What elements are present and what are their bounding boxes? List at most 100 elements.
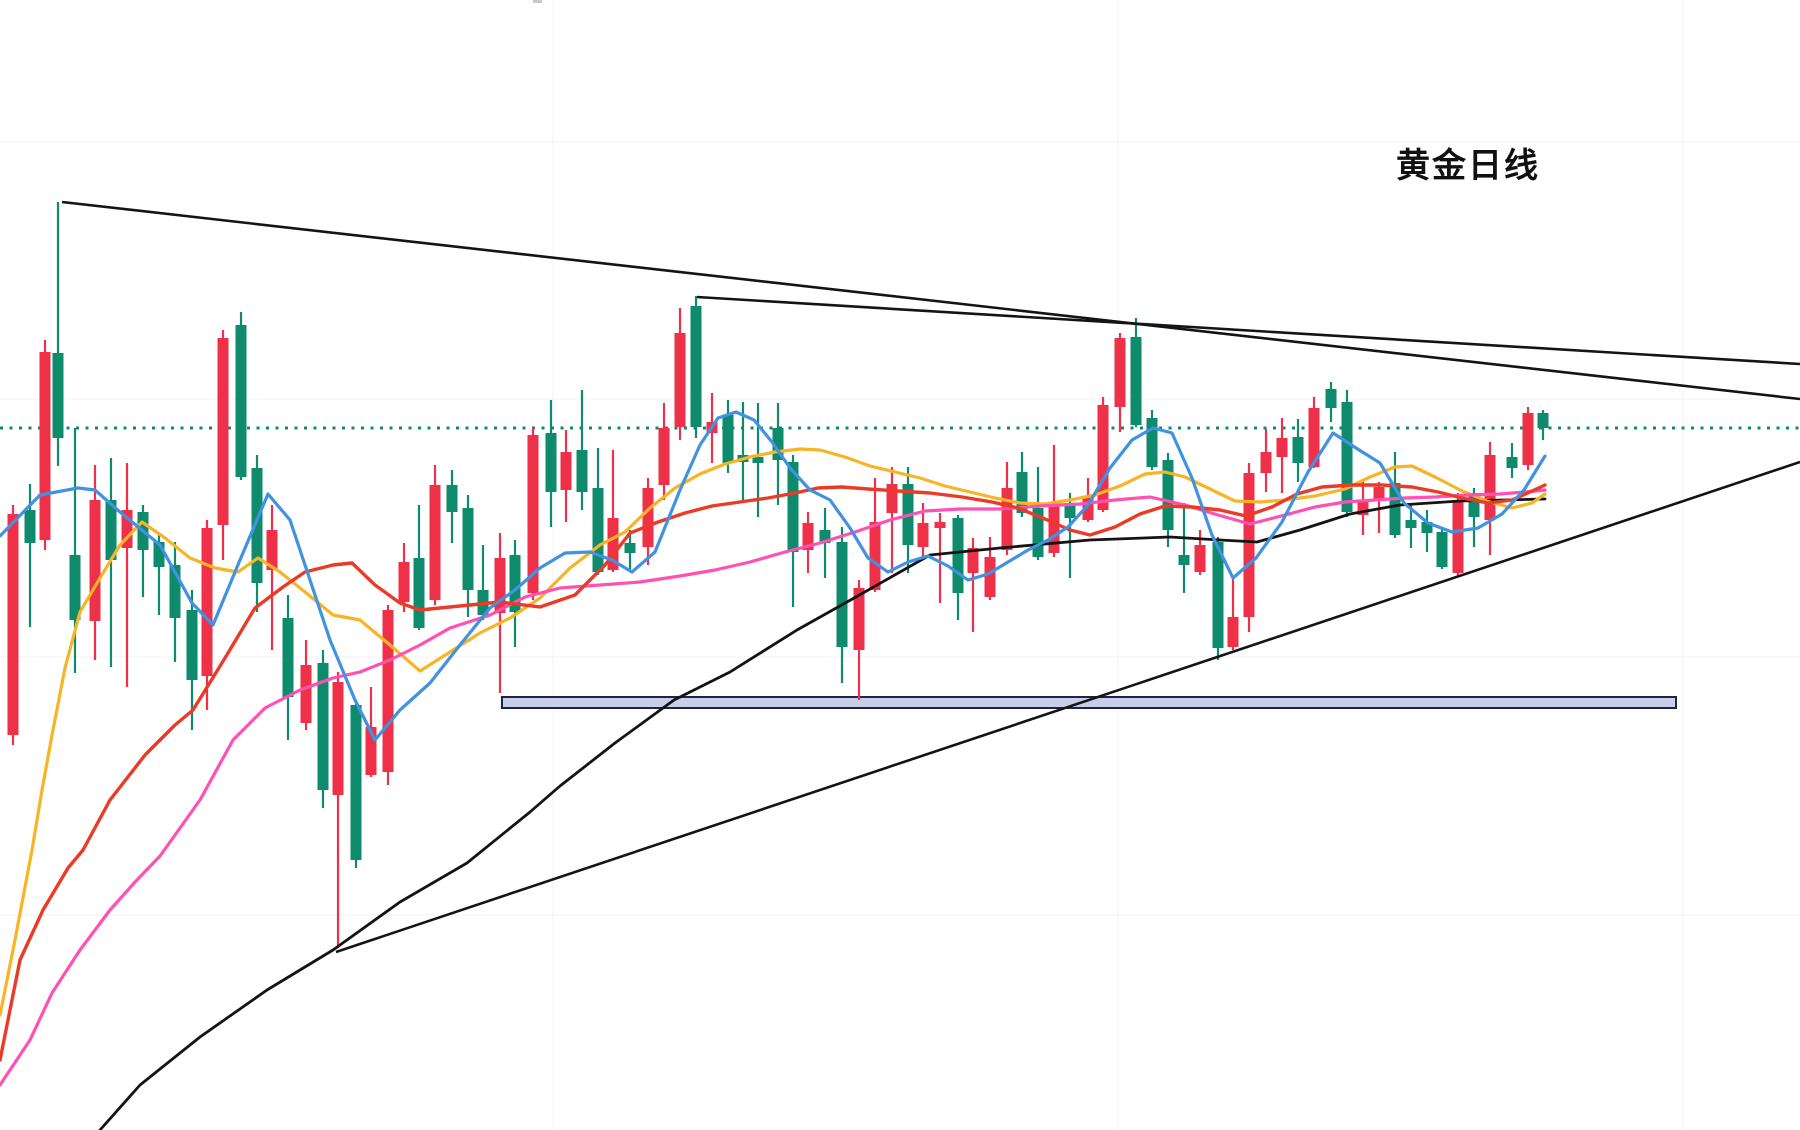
candle-body (1032, 508, 1044, 557)
candle-body (317, 663, 329, 790)
candle-body (235, 325, 247, 477)
ma-line-black (98, 497, 1547, 1130)
candle-body (886, 484, 898, 513)
candle-body (802, 523, 814, 550)
candle-body (1227, 617, 1239, 647)
candle-body (24, 510, 36, 543)
candle-body (398, 562, 410, 602)
candle-body (545, 433, 557, 492)
candle-body (967, 548, 979, 573)
candle-body (690, 306, 702, 427)
candle-body (365, 727, 377, 775)
candle-body (1292, 437, 1304, 463)
chart-title: 黄金日线 (1396, 146, 1540, 186)
candle-body (201, 528, 213, 676)
candle-body (1016, 472, 1028, 513)
candle-body (560, 452, 572, 490)
candle-body (1048, 503, 1060, 553)
candle-body (1373, 487, 1385, 500)
candle-body (1212, 542, 1224, 648)
candle-body (382, 610, 394, 772)
ma-line-pink (0, 488, 1547, 1087)
candle-body (217, 338, 229, 525)
ma-line-red (0, 483, 1547, 1062)
candle-body (674, 333, 686, 427)
candle-body (1308, 408, 1320, 467)
candle-body (1389, 483, 1401, 535)
candle-body (1130, 337, 1142, 425)
top-tick (533, 0, 542, 3)
candle-body (1357, 502, 1369, 515)
candle-body (1162, 460, 1174, 530)
candle-body (752, 457, 764, 463)
candle-body (1522, 413, 1534, 465)
ma-line-yellow (0, 447, 1547, 1017)
candle-body (1405, 520, 1417, 528)
candle-body (869, 522, 881, 590)
ma-line-blue (0, 410, 1547, 742)
candle-body (917, 523, 929, 547)
candle-body (1325, 389, 1337, 408)
candle-body (413, 558, 425, 628)
candle-body (787, 462, 799, 552)
candle-body (853, 588, 865, 650)
candle-body (1506, 457, 1518, 468)
candle-body (1468, 493, 1480, 517)
candle-body (1537, 413, 1549, 428)
candle-body (7, 514, 19, 735)
candle-body (1484, 455, 1496, 520)
candle-body (39, 352, 51, 540)
candle-body (1082, 497, 1094, 520)
candle-body (1421, 522, 1433, 533)
candle-body (607, 518, 619, 570)
candle-body (624, 543, 636, 553)
candle-body (1436, 532, 1448, 567)
candle-body (1194, 545, 1206, 572)
support-band (501, 696, 1677, 709)
candle-body (494, 558, 506, 613)
candle-body (1114, 338, 1126, 407)
candle-body (1452, 500, 1464, 573)
candle-body (722, 415, 734, 463)
candle-body (642, 488, 654, 547)
candle-body (266, 530, 278, 570)
descending-resistance-2 (696, 295, 1800, 366)
candle-body (592, 488, 604, 572)
candle-body (1341, 402, 1353, 512)
candle-body (89, 500, 101, 621)
candle-body (169, 565, 181, 618)
candle-body (332, 682, 344, 795)
candle-body (462, 508, 474, 590)
candle-body (984, 557, 996, 597)
candle-body (153, 542, 165, 567)
candle-body (69, 555, 81, 620)
candle-body (658, 428, 670, 485)
candle-body (282, 618, 294, 697)
candle-body (446, 485, 458, 512)
candle-body (1243, 473, 1255, 617)
candle-body (576, 450, 588, 492)
candle-body (527, 435, 539, 593)
candle-body (1064, 503, 1076, 518)
candle-body (1178, 555, 1190, 565)
candle-body (1097, 405, 1109, 510)
descending-resistance-1 (61, 200, 1800, 401)
candle-body (772, 428, 784, 460)
candle-body (819, 530, 831, 543)
ascending-support (335, 460, 1800, 954)
candle-body (1276, 438, 1288, 457)
candle-body (1260, 452, 1272, 473)
candle-body (105, 500, 117, 560)
candle-body (300, 665, 312, 723)
candle-body (429, 485, 441, 600)
candle-body (52, 353, 64, 438)
candle-body (251, 468, 263, 583)
candle-body (1001, 488, 1013, 550)
candle-body (1146, 418, 1158, 467)
candle-body (509, 555, 521, 612)
candle-body (121, 510, 133, 548)
candle-body (934, 522, 946, 528)
candle-body (952, 518, 964, 593)
